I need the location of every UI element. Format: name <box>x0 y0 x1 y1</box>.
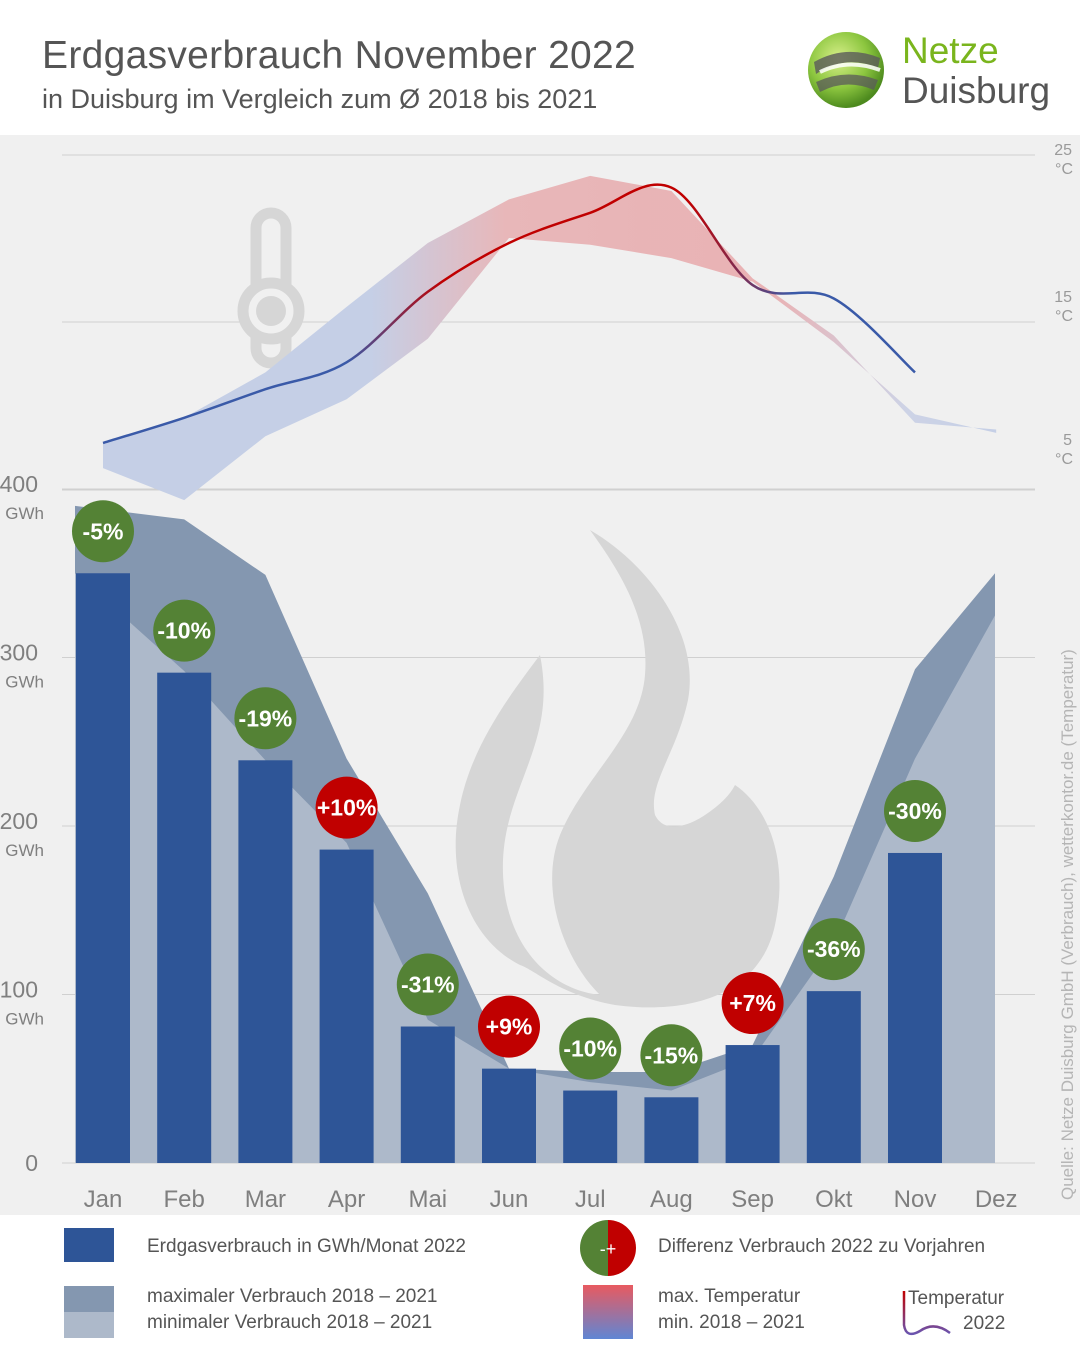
y-tick-unit: GWh <box>5 673 44 692</box>
temp-tick-25: 25 <box>1054 142 1072 159</box>
chart-panel: -5% -10% -19% +10% -31% +9% -10% -15% +7% -36% -30… <box>0 135 1080 1215</box>
netze-duisburg-logo: Netze Duisburg <box>806 28 1066 118</box>
diff-label-aug: -15% <box>645 1042 699 1068</box>
temp-tick-15: 15 <box>1054 289 1072 306</box>
diff-badge-okt <box>802 918 865 981</box>
chart-subtitle: in Duisburg im Vergleich zum Ø 2018 bis … <box>42 84 598 114</box>
legend-min-label: minimaler Verbrauch 2018 – 2021 <box>147 1312 433 1333</box>
bar-jan <box>76 573 130 1163</box>
temp-tick-5: 5 <box>1063 432 1072 449</box>
legend-temp-band-swatch <box>583 1285 633 1339</box>
diff-label-nov: -30% <box>888 798 942 824</box>
y-tick-0: 0 <box>25 1150 38 1176</box>
temperature-2022-line <box>102 183 916 445</box>
diff-badge-mai <box>396 953 459 1016</box>
y-tick-unit: GWh <box>5 1010 44 1029</box>
x-tick-feb: Feb <box>164 1186 205 1213</box>
x-tick-mai: Mai <box>408 1186 447 1213</box>
diff-label-jan: -5% <box>83 518 124 544</box>
legend-diff-icon: -+ <box>580 1220 636 1276</box>
chart-canvas: -5% -10% -19% +10% -31% +9% -10% -15% +7% -36% -30… <box>0 142 1073 1213</box>
logo-text-duisburg: Duisburg <box>902 70 1051 111</box>
temperature-layer <box>102 175 997 501</box>
legend-max-swatch <box>64 1286 114 1312</box>
bar-aug <box>644 1097 699 1163</box>
legend-min-swatch <box>64 1312 114 1338</box>
diff-badge-jun <box>478 995 540 1058</box>
y-tick-200: 200 <box>0 808 38 834</box>
diff-label-mar: -19% <box>239 705 293 731</box>
chart-title: Erdgasverbrauch November 2022 <box>42 34 637 77</box>
bar-feb <box>157 672 212 1163</box>
y-tick-100: 100 <box>0 977 38 1003</box>
legend-temp-line-icon <box>902 1291 951 1336</box>
bar-jul <box>563 1090 618 1163</box>
background-icons <box>237 207 780 1008</box>
legend-temp-line-line1: Temperatur <box>908 1288 1005 1309</box>
diff-label-jun: +9% <box>486 1014 533 1040</box>
legend-diff-label: Differenz Verbrauch 2022 zu Vorjahren <box>658 1236 986 1257</box>
legend-temp-band-line1: max. Temperatur <box>658 1286 801 1307</box>
bar-sep <box>725 1045 780 1163</box>
logo-text-netze: Netze <box>902 30 999 71</box>
diff-label-apr: +10% <box>317 795 376 821</box>
bar-nov <box>888 852 942 1163</box>
legend-temp-line-line2: 2022 <box>963 1313 1006 1334</box>
min-consumption-band <box>75 573 995 1163</box>
logo-sphere-icon <box>808 32 884 108</box>
y-tick-unit: GWh <box>5 504 44 523</box>
temperature-range-band <box>103 175 997 501</box>
x-tick-jan: Jan <box>84 1186 123 1213</box>
temp-tick-unit: °C <box>1055 161 1073 178</box>
diff-badge-nov <box>884 779 946 842</box>
diff-label-okt: -36% <box>807 936 861 962</box>
diff-badge-feb <box>153 599 216 662</box>
bar-mar <box>238 760 293 1163</box>
diff-label-sep: +7% <box>729 990 776 1016</box>
flame-icon <box>455 530 780 1008</box>
diff-label-mai: -31% <box>401 972 455 998</box>
diff-label-jul: -10% <box>563 1036 617 1062</box>
diff-badge-sep <box>721 972 784 1035</box>
diff-badge-apr <box>315 776 378 839</box>
bar-apr <box>319 849 374 1163</box>
diff-label-feb: -10% <box>157 618 211 644</box>
thermometer-icon <box>237 207 305 369</box>
bar-layer <box>76 573 942 1163</box>
bar-mai <box>400 1026 455 1163</box>
x-tick-jul: Jul <box>575 1186 606 1213</box>
x-tick-apr: Apr <box>328 1186 365 1213</box>
bar-okt <box>806 991 861 1163</box>
source-note: Quelle: Netze Duisburg GmbH (Verbrauch),… <box>1058 649 1077 1200</box>
legend-diff-symbol: -+ <box>600 1239 617 1259</box>
x-tick-sep: Sep <box>731 1186 774 1213</box>
y-tick-400: 400 <box>0 471 38 497</box>
diff-label-layer: -5% -10% -19% +10% -31% +9% -10% -15% +7% -36% -30… <box>72 500 946 1087</box>
x-tick-okt: Okt <box>815 1186 853 1213</box>
x-tick-mar: Mar <box>245 1186 286 1213</box>
diff-badge-jul <box>559 1017 622 1080</box>
axis-layer: Jan Feb Mar Apr Mai Jun Jul Aug Sep Okt Nov Dez 0 100… <box>0 142 1073 1213</box>
consumption-band-layer <box>75 505 995 1164</box>
legend-max-label: maximaler Verbrauch 2018 – 2021 <box>147 1286 438 1307</box>
diff-badge-mar <box>234 687 297 750</box>
x-tick-jun: Jun <box>490 1186 529 1213</box>
diff-badge-jan <box>72 500 134 563</box>
legend-bar-swatch <box>64 1228 114 1262</box>
x-tick-nov: Nov <box>894 1186 937 1213</box>
legend: Erdgasverbrauch in GWh/Monat 2022 -+ Dif… <box>0 1215 1080 1350</box>
legend-bar-label: Erdgasverbrauch in GWh/Monat 2022 <box>147 1236 466 1257</box>
diff-badge-aug <box>640 1024 703 1087</box>
x-tick-aug: Aug <box>650 1186 693 1213</box>
legend-temp-band-line2: min. 2018 – 2021 <box>658 1312 805 1333</box>
temp-tick-unit: °C <box>1055 308 1073 325</box>
bar-jun <box>482 1068 536 1163</box>
x-tick-dez: Dez <box>975 1186 1018 1213</box>
y-tick-unit: GWh <box>5 841 44 860</box>
temp-tick-unit: °C <box>1055 451 1073 468</box>
y-tick-300: 300 <box>0 640 38 666</box>
